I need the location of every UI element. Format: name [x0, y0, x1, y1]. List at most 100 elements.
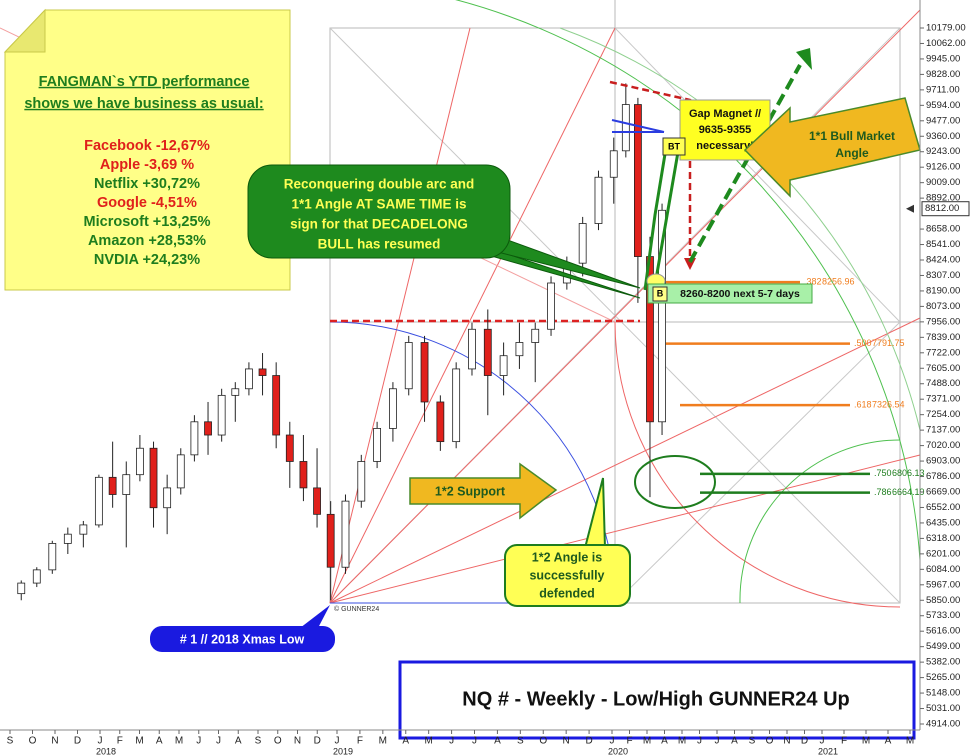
note-heading-line: shows we have business as usual: — [24, 96, 263, 112]
y-tick-label: 9945.00 — [926, 53, 960, 64]
x-tick-label: J — [196, 736, 201, 747]
candle-body — [436, 401, 445, 443]
candle-body — [515, 342, 524, 357]
candle-body — [499, 355, 508, 376]
y-tick-label: 9243.00 — [926, 146, 960, 157]
fib-value: 8256.96 — [822, 276, 855, 286]
x-tick-label: M — [862, 736, 870, 747]
candle-body — [122, 474, 131, 495]
x-tick-label: M — [906, 736, 914, 747]
note-fold — [3, 8, 46, 53]
y-tick-label: 8073.00 — [926, 301, 960, 312]
bt-label: BT — [668, 141, 680, 151]
title-box — [398, 660, 916, 740]
y-tick-label: 7956.00 — [926, 316, 960, 327]
support-ellipse — [634, 455, 716, 509]
x-tick-label: O — [766, 736, 774, 747]
x-tick-label: A — [494, 736, 501, 747]
x-tick-label: A — [731, 736, 738, 747]
x-tick-label: D — [585, 736, 592, 747]
fan-line — [329, 317, 921, 604]
note-items: Facebook -12,67% Apple -3,69 % Netflix +30… — [84, 138, 211, 268]
support-arrow — [409, 462, 558, 520]
x-tick-label: O — [274, 736, 282, 747]
y-tick-label: 7839.00 — [926, 332, 960, 343]
y-tick-label: 7254.00 — [926, 409, 960, 420]
gap-magnet-line: necessary! — [696, 140, 754, 152]
candle-body — [326, 513, 335, 568]
x-tick-label: A — [661, 736, 668, 747]
candle-body — [483, 328, 492, 376]
arc — [329, 321, 616, 604]
green-arrow — [653, 151, 680, 286]
note-item: Apple -3,69 % — [100, 157, 194, 173]
fib-levels: .382 8256.96 .500 7791.75 .618 7326.54 .750 680… — [662, 276, 925, 497]
arrowhead — [684, 258, 696, 270]
candle-body — [32, 569, 41, 584]
bull-angle-line: 1*1 Bull Market — [809, 129, 895, 143]
callout-line: sign for that DECADELONG — [290, 217, 468, 232]
b-box — [652, 286, 668, 302]
fib-ratio: .786 — [874, 487, 892, 497]
note-item: Google -4,51% — [97, 195, 197, 211]
bull-angle-line: Angle — [835, 146, 869, 160]
y-tick-label: 5733.00 — [926, 610, 960, 621]
callout-text: Reconquering double arc and 1*1 Angle AT… — [284, 177, 475, 252]
y-tick-label: 5148.00 — [926, 688, 960, 699]
x-tick-label: F — [626, 736, 632, 747]
candle-body — [94, 476, 103, 526]
x-tick-label: N — [563, 736, 570, 747]
y-tick-label: 6786.00 — [926, 471, 960, 482]
defended-line: successfully — [529, 568, 604, 582]
y-tick-label: 7605.00 — [926, 363, 960, 374]
note-heading: FANGMAN`s YTD performance shows we have … — [24, 74, 263, 112]
year-label: 2020 — [608, 746, 628, 756]
candle-body — [204, 421, 212, 436]
xmas-label: # 1 // 2018 Xmas Low — [180, 632, 305, 646]
x-tick-label: A — [402, 736, 409, 747]
candle-body — [609, 150, 618, 178]
candle-body — [357, 461, 366, 502]
y-tick-label: 6318.00 — [926, 533, 960, 544]
gap-magnet-text: Gap Magnet // 9635-9355 necessary! — [689, 108, 761, 152]
fib-ratio: .500 — [854, 338, 872, 348]
y-tick-label: 7722.00 — [926, 347, 960, 358]
last-price-pointer — [906, 204, 914, 213]
y-tick-label: 5616.00 — [926, 626, 960, 637]
y-tick-label: 5382.00 — [926, 657, 960, 668]
target-label: 8260-8200 next 5-7 days — [680, 288, 800, 300]
y-tick-label: 5031.00 — [926, 703, 960, 714]
x-tick-label: O — [29, 736, 37, 747]
candle-body — [231, 388, 240, 396]
candle-body — [313, 487, 321, 515]
y-tick-label: 6552.00 — [926, 502, 960, 513]
callout-line: BULL has resumed — [318, 237, 441, 252]
candle-body — [389, 388, 397, 429]
x-tick-label: J — [449, 736, 454, 747]
y-tick-label: 9009.00 — [926, 177, 960, 188]
year-label: 2018 — [96, 746, 116, 756]
year-label: 2019 — [333, 746, 353, 756]
x-tick-label: J — [715, 736, 720, 747]
y-tick-label: 8658.00 — [926, 224, 960, 235]
x-tick-label: S — [517, 736, 524, 747]
x-tick-label: M — [643, 736, 651, 747]
candle-body — [578, 223, 587, 264]
candle-body — [176, 454, 185, 489]
candle-body — [79, 524, 88, 535]
y-tick-label: 7371.00 — [926, 394, 960, 405]
note-item: Netflix +30,72% — [94, 176, 200, 192]
x-tick-label: J — [472, 736, 477, 747]
candle-body — [531, 328, 540, 343]
candle-body — [135, 447, 144, 476]
note-item: Facebook -12,67% — [84, 138, 210, 154]
candle-body — [594, 176, 603, 224]
y-tick-label: 8541.00 — [926, 239, 960, 250]
x-tick-label: A — [885, 736, 892, 747]
candle-body — [190, 421, 199, 456]
bull-angle-arrow — [743, 97, 921, 198]
callout-line: 1*1 Angle AT SAME TIME is — [291, 197, 466, 212]
y-tick-label: 7137.00 — [926, 425, 960, 436]
